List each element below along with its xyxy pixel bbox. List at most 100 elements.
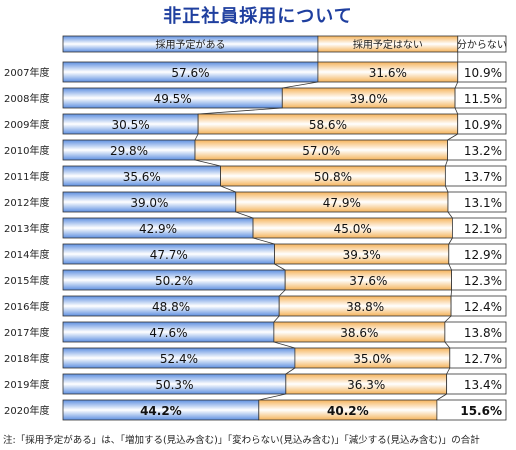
bar-segment-3 bbox=[444, 165, 507, 187]
data-label: 58.6% bbox=[309, 118, 347, 132]
connector-line bbox=[194, 133, 199, 141]
data-label: 39.0% bbox=[130, 196, 168, 210]
data-label: 57.6% bbox=[171, 66, 209, 80]
connector-line bbox=[448, 237, 453, 245]
bar-segment-3 bbox=[448, 243, 507, 265]
connector-line bbox=[447, 133, 458, 141]
data-label: 38.6% bbox=[340, 326, 378, 340]
bar-segment-3 bbox=[450, 295, 507, 317]
data-label: 29.8% bbox=[110, 144, 148, 158]
data-label: 12.9% bbox=[464, 248, 502, 262]
connector-line bbox=[282, 81, 318, 89]
data-label: 40.2% bbox=[327, 404, 369, 418]
connector-line bbox=[252, 237, 275, 245]
legend-label-3: 分からない bbox=[457, 39, 507, 51]
connector-line bbox=[444, 315, 452, 323]
data-label: 49.5% bbox=[154, 92, 192, 106]
data-label: 31.6% bbox=[369, 66, 407, 80]
data-label: 48.8% bbox=[152, 300, 190, 314]
data-label: 44.2% bbox=[140, 404, 182, 418]
bar-segment-3 bbox=[457, 113, 507, 135]
data-label: 13.2% bbox=[464, 144, 502, 158]
connector-line bbox=[444, 341, 451, 349]
data-label: 47.7% bbox=[150, 248, 188, 262]
category-label: 2009年度 bbox=[4, 118, 49, 131]
connector-line bbox=[235, 211, 254, 219]
category-label: 2011年度 bbox=[4, 170, 49, 183]
connector-line bbox=[273, 315, 280, 323]
category-label: 2018年度 bbox=[4, 352, 49, 365]
category-label: 2010年度 bbox=[4, 144, 49, 157]
connector-line bbox=[446, 367, 451, 375]
data-label: 11.5% bbox=[464, 92, 502, 106]
category-label: 2008年度 bbox=[4, 92, 49, 105]
data-label: 13.1% bbox=[464, 196, 502, 210]
data-label: 15.6% bbox=[460, 404, 502, 418]
bar-segment-3 bbox=[451, 217, 507, 239]
data-label: 39.3% bbox=[343, 248, 381, 262]
bar-segment-3 bbox=[447, 191, 507, 213]
data-label: 13.8% bbox=[464, 326, 502, 340]
bar-segment-3 bbox=[446, 373, 507, 395]
bar-segment-3 bbox=[444, 321, 507, 343]
category-label: 2013年度 bbox=[4, 222, 49, 235]
connector-line bbox=[258, 393, 286, 401]
bar-segment-3 bbox=[454, 87, 507, 109]
bar-segment-3 bbox=[449, 347, 507, 369]
data-label: 47.9% bbox=[323, 196, 361, 210]
data-label: 10.9% bbox=[464, 118, 502, 132]
chart-title: 非正社員採用について bbox=[163, 6, 353, 27]
connector-line bbox=[273, 341, 296, 349]
data-label: 47.6% bbox=[149, 326, 187, 340]
connector-line bbox=[285, 367, 296, 375]
bar-segment-3 bbox=[457, 61, 507, 83]
stacked-bar-chart: 採用予定がある 採用予定はない 分からない 2007年度 57.6% 31.6% 10.9%… bbox=[4, 35, 507, 421]
data-label: 45.0% bbox=[334, 222, 372, 236]
category-label: 2017年度 bbox=[4, 326, 49, 339]
data-label: 38.8% bbox=[346, 300, 384, 314]
data-label: 42.9% bbox=[139, 222, 177, 236]
bar-segment-3 bbox=[447, 139, 507, 161]
data-label: 12.1% bbox=[464, 222, 502, 236]
bar-segment-3 bbox=[436, 399, 507, 421]
connector-line bbox=[445, 185, 449, 193]
data-label: 50.3% bbox=[155, 378, 193, 392]
data-label: 52.4% bbox=[160, 352, 198, 366]
data-label: 12.3% bbox=[464, 274, 502, 288]
connector-line bbox=[198, 107, 283, 115]
connector-line bbox=[448, 263, 452, 271]
bar-segment-3 bbox=[451, 269, 507, 291]
category-label: 2007年度 bbox=[4, 66, 49, 79]
connector-line bbox=[220, 185, 236, 193]
connector-line bbox=[454, 107, 459, 115]
connector-line bbox=[454, 81, 459, 89]
data-label: 39.0% bbox=[350, 92, 388, 106]
legend-swatch-3 bbox=[457, 35, 507, 53]
connector-line bbox=[274, 263, 286, 271]
data-label: 13.7% bbox=[464, 170, 502, 184]
category-label: 2014年度 bbox=[4, 248, 49, 261]
footnote: 注:「採用予定がある」は、「増加する(見込み含む)」「変わらない(見込み含む)」… bbox=[3, 435, 480, 446]
data-label: 10.9% bbox=[464, 66, 502, 80]
data-label: 37.6% bbox=[349, 274, 387, 288]
data-label: 12.7% bbox=[464, 352, 502, 366]
data-label: 50.2% bbox=[155, 274, 193, 288]
category-label: 2012年度 bbox=[4, 196, 49, 209]
data-label: 30.5% bbox=[111, 118, 149, 132]
category-label: 2016年度 bbox=[4, 300, 49, 313]
data-label: 36.3% bbox=[347, 378, 385, 392]
category-label: 2015年度 bbox=[4, 274, 49, 287]
connector-line bbox=[194, 159, 221, 167]
connector-line bbox=[447, 211, 453, 219]
legend-label-2: 採用予定はない bbox=[353, 38, 423, 51]
connector-line bbox=[436, 393, 447, 401]
data-label: 50.8% bbox=[314, 170, 352, 184]
category-label: 2019年度 bbox=[4, 378, 49, 391]
connector-line bbox=[444, 159, 448, 167]
category-label: 2020年度 bbox=[4, 404, 49, 417]
legend-label-1: 採用予定がある bbox=[155, 38, 225, 51]
data-label: 12.4% bbox=[464, 300, 502, 314]
data-label: 35.0% bbox=[353, 352, 391, 366]
data-label: 35.6% bbox=[123, 170, 161, 184]
data-label: 13.4% bbox=[464, 378, 502, 392]
